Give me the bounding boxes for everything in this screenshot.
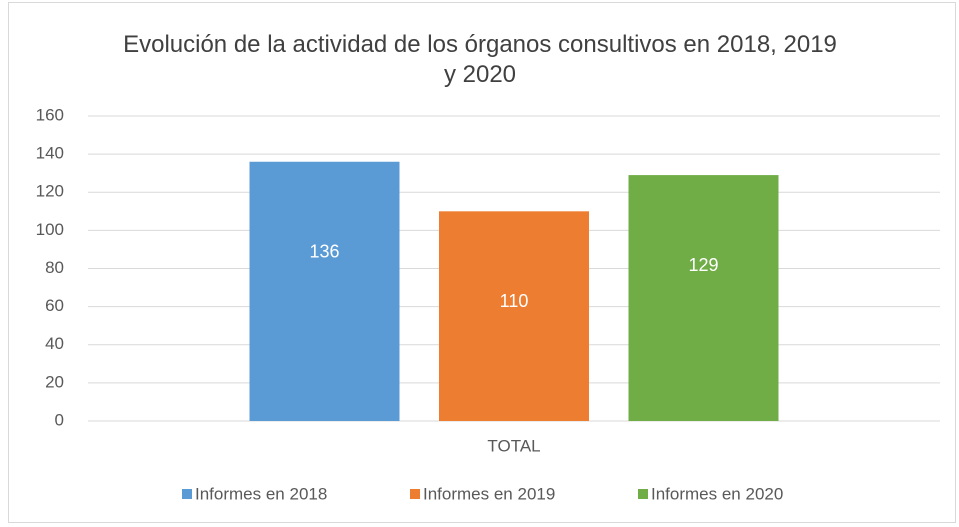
y-tick-label: 120 bbox=[36, 182, 64, 201]
legend-swatch bbox=[638, 489, 648, 499]
data-label: 110 bbox=[500, 291, 529, 311]
legend-swatch bbox=[410, 489, 420, 499]
y-tick-label: 40 bbox=[45, 334, 64, 353]
legend-label: Informes en 2019 bbox=[423, 484, 555, 503]
legend-label: Informes en 2018 bbox=[195, 484, 327, 503]
data-label: 136 bbox=[309, 242, 339, 262]
y-tick-label: 80 bbox=[45, 258, 64, 277]
legend-label: Informes en 2020 bbox=[651, 484, 783, 503]
chart-frame bbox=[8, 2, 956, 523]
y-tick-label: 160 bbox=[36, 105, 64, 124]
x-tick-label: TOTAL bbox=[487, 436, 540, 455]
bar bbox=[439, 211, 589, 421]
y-tick-label: 100 bbox=[36, 220, 64, 239]
legend-swatch bbox=[182, 489, 192, 499]
chart-title: Evolución de la actividad de los órganos… bbox=[123, 31, 837, 88]
bar bbox=[628, 175, 779, 421]
data-label: 129 bbox=[688, 255, 718, 275]
y-tick-label: 0 bbox=[55, 410, 64, 429]
bar bbox=[249, 161, 400, 421]
y-tick-label: 60 bbox=[45, 296, 64, 315]
y-tick-label: 20 bbox=[45, 372, 64, 391]
y-tick-label: 140 bbox=[36, 144, 64, 163]
